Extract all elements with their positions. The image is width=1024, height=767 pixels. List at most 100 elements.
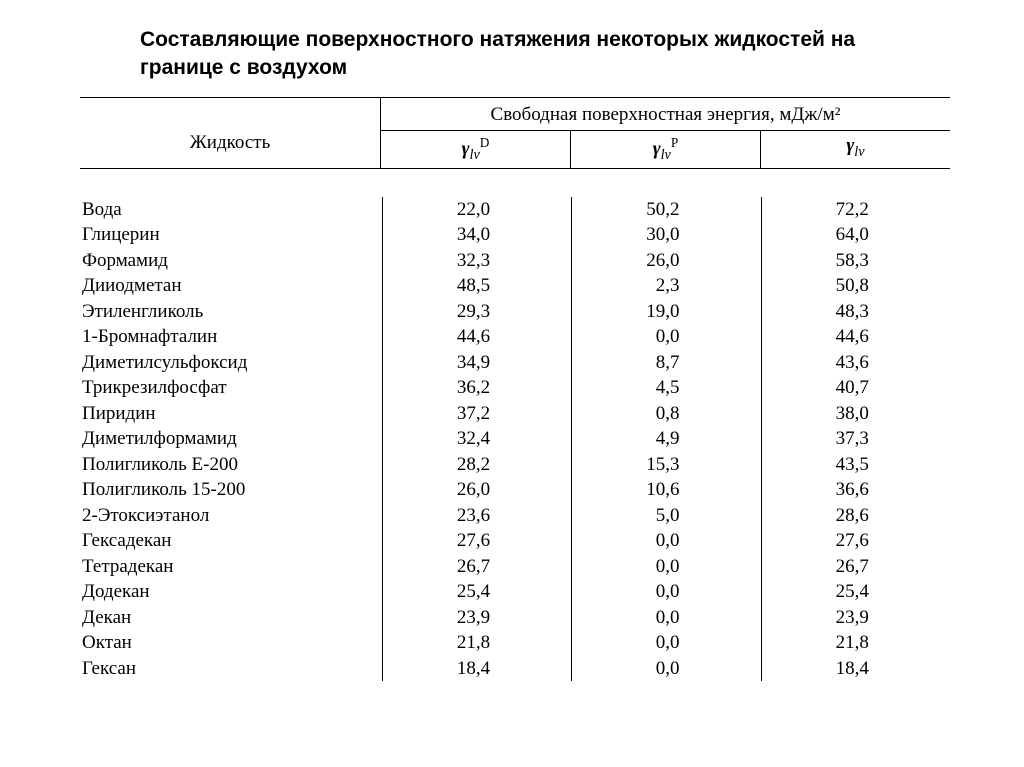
page: Составляющие поверхностного натяжения не…: [0, 0, 1024, 681]
cell-gamma-d: 21,8: [382, 630, 571, 656]
cell-liquid-name: Формамид: [80, 248, 382, 274]
table-row: 1-Бромнафталин44,60,044,6: [80, 324, 950, 350]
table-row: Тетрадекан26,70,026,7: [80, 554, 950, 580]
cell-gamma: 23,9: [761, 605, 950, 631]
cell-liquid-name: Гексан: [80, 656, 382, 682]
cell-liquid-name: Октан: [80, 630, 382, 656]
cell-gamma-p: 0,0: [571, 656, 760, 682]
cell-gamma: 27,6: [761, 528, 950, 554]
table-body: Вода22,050,272,2Глицерин34,030,064,0Форм…: [80, 197, 950, 682]
cell-gamma: 43,6: [761, 350, 950, 376]
table-row: Глицерин34,030,064,0: [80, 222, 950, 248]
cell-gamma-d: 44,6: [382, 324, 571, 350]
rule-mid: [80, 168, 950, 169]
cell-liquid-name: Вода: [80, 197, 382, 223]
cell-liquid-name: 1-Бромнафталин: [80, 324, 382, 350]
cell-liquid-name: Трикрезилфосфат: [80, 375, 382, 401]
page-title: Составляющие поверхностного натяжения не…: [140, 26, 900, 83]
cell-gamma: 21,8: [761, 630, 950, 656]
cell-gamma-p: 0,0: [571, 630, 760, 656]
table-row: Этиленгликоль29,319,048,3: [80, 299, 950, 325]
header-gamma-d: γlvD: [381, 131, 570, 168]
cell-gamma: 26,7: [761, 554, 950, 580]
cell-gamma-p: 0,0: [571, 528, 760, 554]
cell-gamma-d: 34,9: [382, 350, 571, 376]
table-row: Додекан25,40,025,4: [80, 579, 950, 605]
table-header: Жидкость Свободная поверхностная энергия…: [80, 98, 950, 168]
cell-gamma: 43,5: [761, 452, 950, 478]
cell-gamma-p: 0,0: [571, 554, 760, 580]
header-subcols: γlvD γlvP γlv: [381, 131, 950, 168]
cell-gamma: 72,2: [761, 197, 950, 223]
cell-gamma-d: 37,2: [382, 401, 571, 427]
cell-gamma-p: 26,0: [571, 248, 760, 274]
table-row: Декан23,90,023,9: [80, 605, 950, 631]
cell-gamma: 28,6: [761, 503, 950, 529]
cell-gamma: 18,4: [761, 656, 950, 682]
cell-liquid-name: Тетрадекан: [80, 554, 382, 580]
cell-gamma-d: 29,3: [382, 299, 571, 325]
cell-gamma-d: 48,5: [382, 273, 571, 299]
cell-liquid-name: Диметилформамид: [80, 426, 382, 452]
cell-gamma: 37,3: [761, 426, 950, 452]
cell-gamma: 38,0: [761, 401, 950, 427]
table-row: Вода22,050,272,2: [80, 197, 950, 223]
cell-gamma-p: 50,2: [571, 197, 760, 223]
table-row: Гексадекан27,60,027,6: [80, 528, 950, 554]
table-row: 2-Этоксиэтанол23,65,028,6: [80, 503, 950, 529]
cell-gamma-p: 0,0: [571, 324, 760, 350]
cell-liquid-name: Этиленгликоль: [80, 299, 382, 325]
cell-gamma-d: 25,4: [382, 579, 571, 605]
cell-gamma-d: 34,0: [382, 222, 571, 248]
cell-gamma-d: 18,4: [382, 656, 571, 682]
table-row: Полигликоль Е-20028,215,343,5: [80, 452, 950, 478]
cell-liquid-name: Дииодметан: [80, 273, 382, 299]
table-row: Пиридин37,20,838,0: [80, 401, 950, 427]
table-row: Гексан18,40,018,4: [80, 656, 950, 682]
cell-liquid-name: Додекан: [80, 579, 382, 605]
cell-gamma-d: 32,3: [382, 248, 571, 274]
cell-gamma-p: 0,8: [571, 401, 760, 427]
table-row: Трикрезилфосфат36,24,540,7: [80, 375, 950, 401]
table-row: Диметилформамид32,44,937,3: [80, 426, 950, 452]
cell-gamma: 58,3: [761, 248, 950, 274]
cell-gamma-p: 5,0: [571, 503, 760, 529]
cell-gamma-d: 36,2: [382, 375, 571, 401]
cell-gamma: 40,7: [761, 375, 950, 401]
header-energy-label: Свободная поверхностная энергия, мДж/м²: [381, 98, 950, 131]
header-liquid: Жидкость: [80, 98, 380, 168]
cell-liquid-name: Гексадекан: [80, 528, 382, 554]
cell-gamma-p: 19,0: [571, 299, 760, 325]
cell-gamma-d: 28,2: [382, 452, 571, 478]
cell-gamma-p: 0,0: [571, 579, 760, 605]
cell-liquid-name: Глицерин: [80, 222, 382, 248]
cell-liquid-name: Полигликоль Е-200: [80, 452, 382, 478]
header-gamma-p: γlvP: [570, 131, 760, 168]
cell-gamma-d: 32,4: [382, 426, 571, 452]
cell-gamma-p: 8,7: [571, 350, 760, 376]
cell-gamma-p: 4,5: [571, 375, 760, 401]
cell-gamma-p: 2,3: [571, 273, 760, 299]
cell-gamma-d: 27,6: [382, 528, 571, 554]
data-table: Жидкость Свободная поверхностная энергия…: [80, 97, 950, 682]
cell-gamma-d: 26,7: [382, 554, 571, 580]
table-row: Формамид32,326,058,3: [80, 248, 950, 274]
cell-liquid-name: Декан: [80, 605, 382, 631]
cell-liquid-name: Полигликоль 15-200: [80, 477, 382, 503]
cell-gamma-p: 30,0: [571, 222, 760, 248]
cell-gamma-d: 26,0: [382, 477, 571, 503]
cell-gamma-d: 22,0: [382, 197, 571, 223]
cell-gamma-d: 23,9: [382, 605, 571, 631]
cell-gamma: 44,6: [761, 324, 950, 350]
cell-gamma-d: 23,6: [382, 503, 571, 529]
table-row: Полигликоль 15-20026,010,636,6: [80, 477, 950, 503]
cell-gamma: 64,0: [761, 222, 950, 248]
cell-liquid-name: Пиридин: [80, 401, 382, 427]
table-row: Диметилсульфоксид34,98,743,6: [80, 350, 950, 376]
cell-gamma: 25,4: [761, 579, 950, 605]
table-row: Дииодметан48,52,350,8: [80, 273, 950, 299]
cell-gamma: 48,3: [761, 299, 950, 325]
cell-liquid-name: 2-Этоксиэтанол: [80, 503, 382, 529]
cell-gamma: 50,8: [761, 273, 950, 299]
table-row: Октан21,80,021,8: [80, 630, 950, 656]
